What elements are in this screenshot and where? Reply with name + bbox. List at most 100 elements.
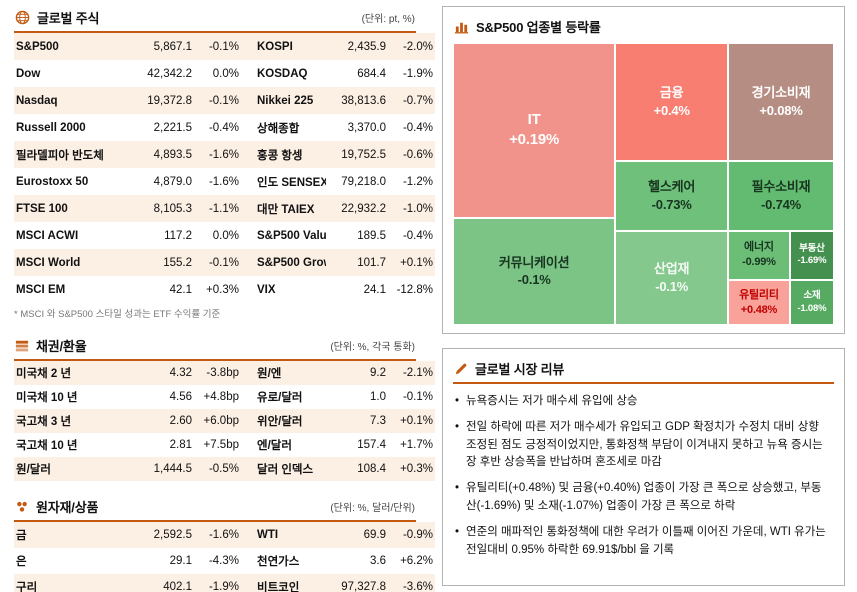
- global-equity-section: 글로벌 주식 (단위: pt, %) S&P500 5,867.1 -0.1% KOS…: [14, 6, 435, 320]
- sector-performance-section: S&P500 업종별 등락률 IT +0.19% 커뮤니케이션 -0.1% 금융 +0.4…: [442, 6, 845, 334]
- sector-change: +0.48%: [740, 303, 778, 316]
- table-row: MSCI ACWI 117.2 0.0% S&P500 Value 189.5 -0.4%: [14, 222, 435, 249]
- instrument-change: -4.3%: [208, 555, 239, 567]
- sector-tile: 에너지 -0.99%: [728, 230, 790, 281]
- instrument-value: 4,893.5: [153, 148, 192, 161]
- table-row: Eurostoxx 50 4,879.0 -1.6% 인도 SENSEX 79,218.…: [14, 168, 435, 195]
- instrument-change: -2.0%: [402, 40, 433, 53]
- table-row: 은 29.1 -4.3% 천연가스 3.6 +6.2%: [14, 548, 435, 574]
- instrument-change: +0.1%: [400, 256, 433, 269]
- table-row: 국고채 3 년 2.60 +6.0bp 위안/달러 7.3 +0.1%: [14, 409, 435, 433]
- instrument-name: KOSPI: [257, 40, 293, 53]
- sector-name: 유틸리티: [739, 288, 779, 301]
- instrument-name: Nasdaq: [16, 94, 58, 107]
- instrument-change: -0.4%: [402, 121, 433, 134]
- sector-tile: 필수소비재 -0.74%: [728, 160, 834, 231]
- instrument-name: 필라델피아 반도체: [16, 149, 104, 162]
- sector-tile: 부동산 -1.69%: [789, 230, 834, 281]
- bullet-text: 전일 하락에 따른 저가 매수세가 유입되고 GDP 확정치가 수정치 대비 상…: [466, 420, 823, 469]
- bullet-text: 연준의 매파적인 통화정책에 대한 우려가 이틀째 이어진 가운데, WTI 유…: [466, 525, 826, 556]
- sector-performance-header: S&P500 업종별 등락률: [453, 15, 834, 38]
- instrument-value: 402.1: [163, 581, 192, 592]
- instrument-change: -12.8%: [396, 283, 433, 296]
- instrument-change: -3.8bp: [206, 367, 239, 379]
- instrument-name: KOSDAQ: [257, 67, 308, 80]
- instrument-change: -3.6%: [402, 581, 433, 592]
- dots-icon: [15, 500, 29, 514]
- instrument-name: 천연가스: [257, 556, 300, 568]
- instrument-change: +6.0bp: [203, 415, 240, 427]
- instrument-value: 2.60: [169, 415, 192, 427]
- instrument-value: 117.2: [164, 229, 192, 242]
- market-review-header: 글로벌 시장 리뷰: [453, 357, 834, 384]
- sector-change: +0.4%: [653, 102, 690, 118]
- sector-change: -1.08%: [797, 302, 827, 314]
- instrument-value: 29.1: [169, 555, 192, 567]
- sector-name: 소재: [803, 289, 821, 301]
- section-title: 글로벌 시장 리뷰: [475, 362, 565, 377]
- table-row: Russell 2000 2,221.5 -0.4% 상해종합 3,370.0 -0.4%: [14, 114, 435, 141]
- sector-change: -0.73%: [651, 196, 692, 212]
- bar-chart-icon: [454, 19, 469, 34]
- pencil-icon: [454, 362, 468, 376]
- commodities-table: 금 2,592.5 -1.6% WTI 69.9 -0.9% 은 29.1 -4.3% 천연가스 3…: [14, 522, 435, 592]
- right-column: S&P500 업종별 등락률 IT +0.19% 커뮤니케이션 -0.1% 금융 +0.4…: [442, 6, 845, 586]
- instrument-change: 0.0%: [212, 229, 239, 242]
- sector-tile: 헬스케어 -0.73%: [615, 160, 729, 231]
- sector-tile: 커뮤니케이션 -0.1%: [453, 217, 616, 325]
- sector-name: 경기소비재: [751, 85, 811, 101]
- bonds-fx-table: 미국채 2 년 4.32 -3.8bp 원/엔 9.2 -2.1% 미국채 10 년 4.56…: [14, 361, 435, 481]
- instrument-change: +0.1%: [400, 415, 433, 427]
- instrument-value: 97,327.8: [341, 581, 386, 592]
- instrument-change: -0.7%: [402, 94, 433, 107]
- table-row: FTSE 100 8,105.3 -1.1% 대만 TAIEX 22,932.2 -1.0…: [14, 195, 435, 222]
- instrument-value: 79,218.0: [341, 175, 386, 188]
- instrument-name: Dow: [16, 67, 41, 80]
- instrument-change: +0.3%: [206, 283, 239, 296]
- sector-change: -0.74%: [761, 196, 802, 212]
- instrument-name: 유로/달러: [257, 392, 303, 404]
- table-row: Dow 42,342.2 0.0% KOSDAQ 684.4 -1.9%: [14, 60, 435, 87]
- instrument-value: 8,105.3: [153, 202, 192, 215]
- sector-change: -1.69%: [797, 255, 827, 267]
- bullet-dot: •: [455, 420, 460, 433]
- instrument-value: 19,752.5: [341, 148, 386, 161]
- instrument-value: 9.2: [370, 367, 386, 379]
- global-equity-table: S&P500 5,867.1 -0.1% KOSPI 2,435.9 -2.0% Dow 42…: [14, 33, 435, 303]
- instrument-value: 2,592.5: [153, 529, 192, 541]
- instrument-change: -1.0%: [402, 202, 433, 215]
- instrument-value: 157.4: [357, 439, 386, 451]
- instrument-change: -0.1%: [208, 40, 239, 53]
- bullet-text: 유틸리티(+0.48%) 및 금융(+0.40%) 업종이 가장 큰 폭으로 상…: [466, 482, 822, 513]
- table-row: 미국채 10 년 4.56 +4.8bp 유로/달러 1.0 -0.1%: [14, 385, 435, 409]
- instrument-name: 은: [16, 556, 27, 568]
- instrument-name: 비트코인: [257, 582, 300, 592]
- sector-tile: 유틸리티 +0.48%: [728, 280, 790, 325]
- instrument-change: +4.8bp: [203, 391, 240, 403]
- review-bullet: • 연준의 매파적인 통화정책에 대한 우려가 이틀째 이어진 가운데, WTI …: [455, 524, 830, 560]
- instrument-name: 구리: [16, 582, 38, 592]
- instrument-value: 42.1: [169, 283, 192, 296]
- instrument-value: 4.56: [169, 391, 192, 403]
- instrument-value: 155.2: [163, 256, 192, 269]
- instrument-value: 1.0: [370, 391, 386, 403]
- instrument-value: 24.1: [363, 283, 386, 296]
- instrument-change: +7.5bp: [203, 439, 240, 451]
- instrument-value: 108.4: [357, 463, 386, 475]
- bullet-dot: •: [455, 395, 460, 407]
- section-title: 원자재/상품: [36, 500, 99, 515]
- sector-name: 헬스케어: [648, 179, 696, 194]
- sector-name: 금융: [659, 85, 684, 101]
- table-row: 국고채 10 년 2.81 +7.5bp 엔/달러 157.4 +1.7%: [14, 433, 435, 457]
- instrument-change: -1.9%: [208, 581, 239, 592]
- instrument-name: S&P500: [16, 40, 59, 53]
- globe-icon: [15, 10, 30, 25]
- instrument-value: 19,372.8: [147, 94, 192, 107]
- sector-name: 커뮤니케이션: [498, 254, 570, 270]
- sector-change: -0.1%: [517, 272, 551, 288]
- sector-treemap: IT +0.19% 커뮤니케이션 -0.1% 금융 +0.4% 경기소비재 +0.08% 헬스케…: [453, 43, 834, 325]
- table-row: 구리 402.1 -1.9% 비트코인 97,327.8 -3.6%: [14, 574, 435, 592]
- table-row: Nasdaq 19,372.8 -0.1% Nikkei 225 38,813.6 -0.…: [14, 87, 435, 114]
- instrument-value: 2.81: [169, 439, 192, 451]
- table-row: 금 2,592.5 -1.6% WTI 69.9 -0.9%: [14, 522, 435, 548]
